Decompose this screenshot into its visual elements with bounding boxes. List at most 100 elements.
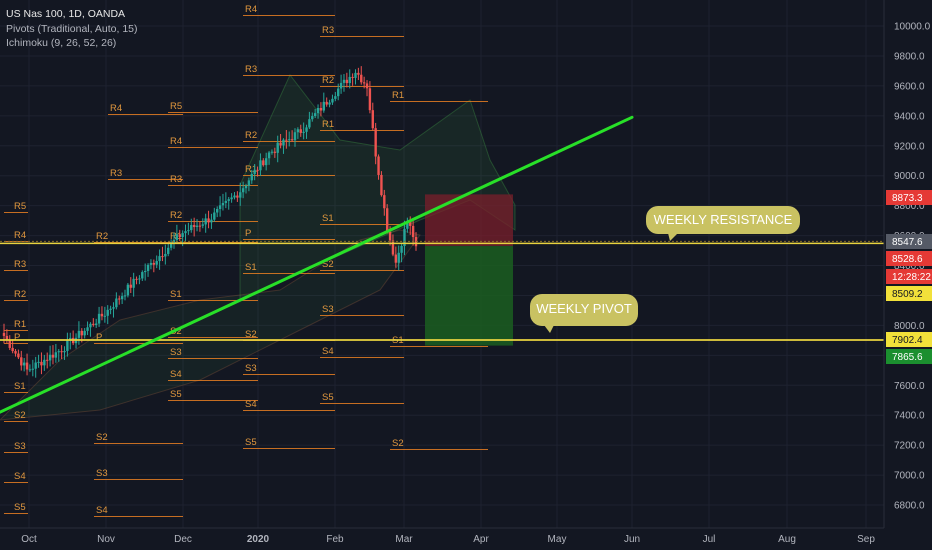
- candle-body: [285, 139, 288, 141]
- pivot-label-r3: R3: [245, 64, 257, 75]
- candle-body: [233, 195, 236, 198]
- candle-body: [207, 218, 210, 223]
- candle-body: [227, 199, 230, 201]
- candle-body: [60, 351, 63, 353]
- candle-body: [328, 102, 331, 105]
- candle-body: [411, 225, 415, 238]
- pivot-label-p: P: [245, 228, 251, 239]
- time-axis[interactable]: Oct Nov Dec 2020 Feb Mar Apr May Jun Jul Aug Sep: [0, 527, 932, 550]
- candle-body: [167, 247, 170, 254]
- callout-pointer: [668, 233, 678, 241]
- candle-body: [322, 101, 326, 111]
- candle-body: [339, 82, 343, 89]
- time-tick-label: Jul: [703, 534, 716, 545]
- chart-grid: [0, 0, 884, 528]
- time-tick-label: 2020: [247, 534, 270, 545]
- pivot-label-s1: S1: [245, 262, 257, 273]
- candle-body: [230, 197, 233, 200]
- candle-body: [169, 242, 173, 248]
- candle-body: [100, 313, 104, 317]
- candle-body: [270, 151, 274, 153]
- candle-body: [383, 195, 386, 209]
- pivot-label-r2: R2: [14, 289, 26, 300]
- pivot-label-r3: R3: [170, 174, 182, 185]
- candle-body: [313, 113, 317, 117]
- candle-body: [34, 362, 37, 369]
- pivot-label-s5: S5: [14, 502, 26, 513]
- candle-body: [391, 240, 395, 255]
- candle-body: [86, 327, 89, 331]
- stop-loss-zone[interactable]: [425, 194, 513, 247]
- pivot-label-r2: R2: [322, 75, 334, 86]
- candle-body: [394, 254, 398, 263]
- candle-body: [192, 225, 196, 228]
- candle-body: [106, 309, 109, 316]
- candle-body: [247, 180, 251, 186]
- candle-body: [43, 359, 46, 366]
- candle-body: [348, 76, 351, 84]
- candle-body: [109, 308, 112, 310]
- candle-body: [311, 116, 314, 120]
- time-tick-label: Feb: [326, 534, 344, 545]
- candle-body: [360, 74, 363, 83]
- weekly-pivot-callout[interactable]: [530, 294, 638, 326]
- trendline[interactable]: [0, 115, 634, 414]
- candle-body: [282, 139, 285, 146]
- pivot-label-r4: R4: [170, 136, 182, 147]
- candle-body: [80, 330, 83, 336]
- price-tick-label: 8400.0: [894, 261, 925, 272]
- pivot-label-r3: R3: [110, 168, 122, 179]
- candle-body: [357, 72, 360, 75]
- take-profit-zone[interactable]: [425, 246, 513, 346]
- pivot-label-s3: S3: [170, 347, 182, 358]
- candle-body: [146, 264, 150, 271]
- candle-body: [236, 195, 239, 198]
- candle-body: [290, 139, 294, 141]
- candle-body: [259, 160, 262, 171]
- pivots-indicator-label[interactable]: Pivots (Traditional, Auto, 15): [6, 22, 138, 35]
- candle-body: [129, 284, 132, 288]
- candle-body: [365, 83, 369, 89]
- candle-body: [28, 369, 32, 371]
- pivot-label-s4: S4: [245, 399, 257, 410]
- pivot-label-r1: R1: [322, 119, 334, 130]
- candle-body: [362, 82, 366, 84]
- weekly-resistance-callout[interactable]: [646, 206, 800, 234]
- candle-body: [385, 208, 389, 232]
- pivot-label-s4: S4: [14, 471, 26, 482]
- candle-body: [112, 307, 115, 309]
- candle-body: [253, 169, 256, 175]
- candle-body: [308, 119, 311, 128]
- candle-body: [273, 151, 277, 153]
- candle-body: [374, 128, 377, 157]
- pivot-label-r3: R3: [14, 259, 26, 270]
- pivot-label-r1: R1: [14, 319, 26, 330]
- candle-body: [152, 262, 156, 265]
- candle-body: [8, 339, 11, 348]
- candle-body: [377, 156, 380, 175]
- candle-body: [244, 185, 248, 189]
- candle-body: [296, 129, 300, 133]
- pivot-label-r1: R1: [392, 90, 404, 101]
- pivot-label-s1: S1: [322, 213, 334, 224]
- price-tick-label: 10000.0: [894, 22, 931, 33]
- candle-body: [187, 230, 190, 232]
- green-trendline[interactable]: [0, 115, 634, 414]
- price-tag-7865.6: 7865.6: [892, 352, 923, 363]
- symbol-title[interactable]: US Nas 100, 1D, OANDA: [6, 8, 126, 20]
- candle-body: [264, 158, 268, 166]
- price-tag-bg: [886, 234, 932, 249]
- candle-body: [299, 129, 302, 133]
- callouts[interactable]: WEEKLY RESISTANCE WEEKLY PIVOT: [530, 206, 800, 333]
- ichimoku-indicator-label[interactable]: Ichimoku (9, 26, 52, 26): [6, 37, 117, 49]
- time-tick-label: Dec: [174, 534, 192, 545]
- candle-body: [302, 131, 305, 133]
- pivot-label-s2: S2: [96, 432, 108, 443]
- pivot-label-s3: S3: [245, 363, 257, 374]
- time-tick-label: Jun: [624, 534, 640, 545]
- candle-body: [54, 352, 58, 358]
- candle-body: [342, 79, 346, 83]
- candle-body: [89, 323, 92, 328]
- candle-body: [11, 347, 14, 352]
